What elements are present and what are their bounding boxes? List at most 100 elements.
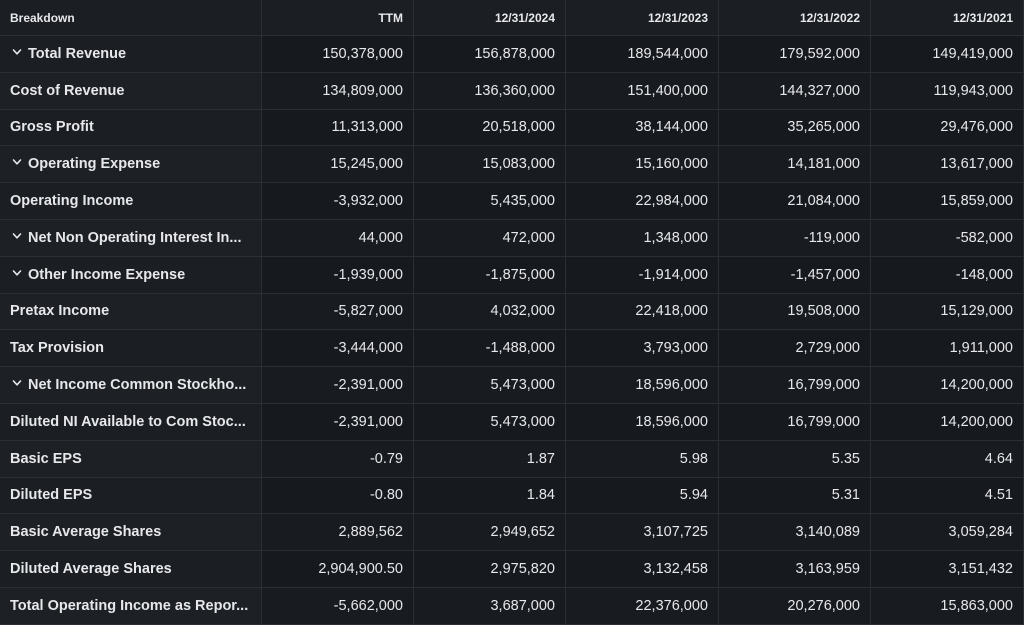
value-cell: 20,276,000 bbox=[719, 587, 871, 625]
table-row: Diluted NI Available to Com Stoc... -2,39… bbox=[0, 403, 1024, 441]
value-cell: 156,878,000 bbox=[414, 36, 566, 73]
column-header-ttm[interactable]: TTM bbox=[262, 0, 414, 36]
value-cell: 14,181,000 bbox=[719, 146, 871, 184]
table-row: Basic EPS -0.79 1.87 5.98 5.35 4.64 bbox=[0, 440, 1024, 478]
value-cell: 2,949,652 bbox=[414, 514, 566, 552]
table-row[interactable]: Net Non Operating Interest In... 44,000 47… bbox=[0, 219, 1024, 257]
row-label: Operating Income bbox=[10, 193, 134, 210]
value-cell: 29,476,000 bbox=[871, 109, 1024, 147]
value-cell: 3,059,284 bbox=[871, 514, 1024, 552]
value-cell: 15,129,000 bbox=[871, 293, 1024, 331]
column-header-2021[interactable]: 12/31/2021 bbox=[871, 0, 1024, 36]
value-cell: 35,265,000 bbox=[719, 109, 871, 147]
value-cell: -3,444,000 bbox=[262, 330, 414, 368]
row-label-cell: Tax Provision bbox=[0, 330, 262, 368]
chevron-down-icon[interactable] bbox=[12, 47, 22, 57]
row-label: Pretax Income bbox=[10, 303, 110, 320]
value-cell: 1,911,000 bbox=[871, 330, 1024, 368]
table-row[interactable]: Net Income Common Stockho... -2,391,000 5,… bbox=[0, 367, 1024, 404]
chevron-down-icon[interactable] bbox=[12, 231, 22, 241]
row-label: Net Income Common Stockho... bbox=[28, 377, 247, 394]
value-cell: 1,348,000 bbox=[566, 219, 719, 257]
table-row[interactable]: Total Revenue 150,378,000 156,878,000 189,5… bbox=[0, 36, 1024, 73]
value-cell: 2,904,900.50 bbox=[262, 551, 414, 588]
value-cell: 16,799,000 bbox=[719, 403, 871, 441]
value-cell: 5.94 bbox=[566, 477, 719, 515]
value-cell: 1.87 bbox=[414, 440, 566, 478]
value-cell: 150,378,000 bbox=[262, 36, 414, 73]
value-cell: 4.51 bbox=[871, 477, 1024, 515]
value-cell: -2,391,000 bbox=[262, 367, 414, 404]
row-label-cell: Diluted Average Shares bbox=[0, 551, 262, 588]
value-cell: 11,313,000 bbox=[262, 109, 414, 147]
table-row: Operating Income -3,932,000 5,435,000 22,98… bbox=[0, 183, 1024, 220]
value-cell: 2,975,820 bbox=[414, 551, 566, 588]
value-cell: 3,107,725 bbox=[566, 514, 719, 552]
value-cell: -148,000 bbox=[871, 256, 1024, 294]
row-label-cell[interactable]: Net Non Operating Interest In... bbox=[0, 219, 262, 257]
table-row: Total Operating Income as Repor... -5,662… bbox=[0, 587, 1024, 625]
column-header-2023[interactable]: 12/31/2023 bbox=[566, 0, 719, 36]
value-cell: 5.35 bbox=[719, 440, 871, 478]
chevron-down-icon[interactable] bbox=[12, 378, 22, 388]
value-cell: 144,327,000 bbox=[719, 72, 871, 110]
value-cell: 15,859,000 bbox=[871, 183, 1024, 220]
table-row[interactable]: Other Income Expense -1,939,000 -1,875,000… bbox=[0, 256, 1024, 294]
value-cell: 38,144,000 bbox=[566, 109, 719, 147]
value-cell: -582,000 bbox=[871, 219, 1024, 257]
value-cell: 3,151,432 bbox=[871, 551, 1024, 588]
row-label-cell: Total Operating Income as Repor... bbox=[0, 587, 262, 625]
row-label-cell[interactable]: Total Revenue bbox=[0, 36, 262, 73]
row-label: Cost of Revenue bbox=[10, 82, 125, 99]
column-header-2024[interactable]: 12/31/2024 bbox=[414, 0, 566, 36]
row-label-cell[interactable]: Net Income Common Stockho... bbox=[0, 367, 262, 404]
value-cell: -0.79 bbox=[262, 440, 414, 478]
value-cell: 13,617,000 bbox=[871, 146, 1024, 184]
table-row: Basic Average Shares 2,889,562 2,949,652 3,… bbox=[0, 514, 1024, 552]
row-label-cell: Pretax Income bbox=[0, 293, 262, 331]
chevron-down-icon[interactable] bbox=[12, 268, 22, 278]
table-row[interactable]: Operating Expense 15,245,000 15,083,000 15,… bbox=[0, 146, 1024, 184]
value-cell: 179,592,000 bbox=[719, 36, 871, 73]
value-cell: 3,140,089 bbox=[719, 514, 871, 552]
value-cell: -3,932,000 bbox=[262, 183, 414, 220]
value-cell: 15,083,000 bbox=[414, 146, 566, 184]
value-cell: 3,687,000 bbox=[414, 587, 566, 625]
table-row: Cost of Revenue 134,809,000 136,360,000 151… bbox=[0, 72, 1024, 110]
value-cell: 19,508,000 bbox=[719, 293, 871, 331]
value-cell: 119,943,000 bbox=[871, 72, 1024, 110]
value-cell: -1,875,000 bbox=[414, 256, 566, 294]
row-label-cell: Basic Average Shares bbox=[0, 514, 262, 552]
column-header-2022[interactable]: 12/31/2022 bbox=[719, 0, 871, 36]
value-cell: -2,391,000 bbox=[262, 403, 414, 441]
value-cell: 14,200,000 bbox=[871, 403, 1024, 441]
row-label-cell[interactable]: Operating Expense bbox=[0, 146, 262, 184]
row-label: Diluted EPS bbox=[10, 487, 93, 504]
value-cell: 44,000 bbox=[262, 219, 414, 257]
row-label: Gross Profit bbox=[10, 119, 94, 136]
value-cell: 3,163,959 bbox=[719, 551, 871, 588]
table-row: Pretax Income -5,827,000 4,032,000 22,418,0… bbox=[0, 293, 1024, 331]
value-cell: 22,984,000 bbox=[566, 183, 719, 220]
chevron-down-icon[interactable] bbox=[12, 157, 22, 167]
table-row: Tax Provision -3,444,000 -1,488,000 3,793,0… bbox=[0, 330, 1024, 368]
table-row: Diluted Average Shares 2,904,900.50 2,975,… bbox=[0, 551, 1024, 588]
table-header-row: Breakdown TTM 12/31/2024 12/31/2023 12/3… bbox=[0, 0, 1024, 36]
row-label-cell: Gross Profit bbox=[0, 109, 262, 147]
value-cell: 2,889,562 bbox=[262, 514, 414, 552]
table-row: Diluted EPS -0.80 1.84 5.94 5.31 4.51 bbox=[0, 477, 1024, 515]
value-cell: -5,662,000 bbox=[262, 587, 414, 625]
row-label: Net Non Operating Interest In... bbox=[28, 229, 242, 246]
value-cell: -1,488,000 bbox=[414, 330, 566, 368]
column-header-breakdown: Breakdown bbox=[0, 0, 262, 36]
row-label-cell[interactable]: Other Income Expense bbox=[0, 256, 262, 294]
value-cell: 1.84 bbox=[414, 477, 566, 515]
value-cell: -5,827,000 bbox=[262, 293, 414, 331]
row-label-cell: Basic EPS bbox=[0, 440, 262, 478]
value-cell: 18,596,000 bbox=[566, 403, 719, 441]
value-cell: 4.64 bbox=[871, 440, 1024, 478]
row-label: Operating Expense bbox=[28, 156, 161, 173]
value-cell: 21,084,000 bbox=[719, 183, 871, 220]
value-cell: 20,518,000 bbox=[414, 109, 566, 147]
